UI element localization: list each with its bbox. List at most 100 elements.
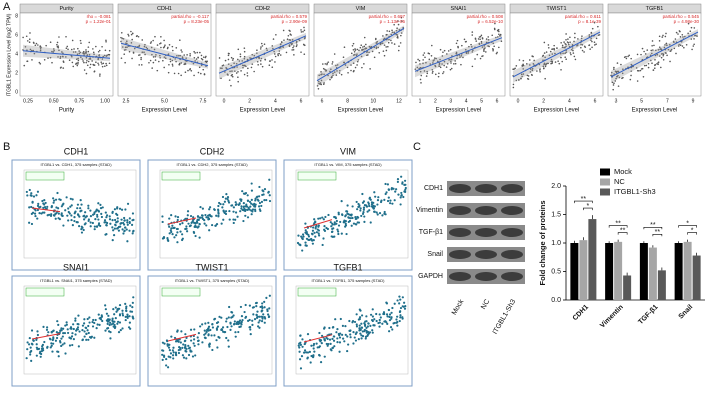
scatter-dot (329, 221, 332, 224)
scatter-dot (218, 57, 221, 59)
scatter-dot (630, 57, 632, 60)
scatter-dot (228, 209, 231, 213)
scatter-dot (38, 206, 41, 209)
scatter-dot (322, 63, 324, 65)
scatter-dot (205, 224, 208, 227)
scatter-dot (357, 221, 361, 224)
scatter-dot (286, 38, 289, 41)
scatter-dot (658, 55, 661, 57)
scatter-dot (246, 74, 249, 77)
scatter-dot (121, 309, 124, 312)
scatter-dot (515, 65, 518, 67)
scatter-dot (461, 44, 463, 47)
scatter-dot (230, 74, 233, 77)
scatter-dot (221, 195, 225, 199)
scatter-dot (261, 65, 264, 68)
scatter-dot (88, 335, 92, 339)
scatter-dot (367, 202, 370, 206)
scatter-dot (106, 322, 109, 326)
scatter-dot (355, 313, 358, 316)
scatter-dot (102, 55, 105, 58)
scatter-dot (636, 53, 639, 56)
scatter-dot (382, 50, 385, 52)
scatter-dot (319, 82, 322, 84)
scatter-dot (85, 56, 88, 59)
scatter-dot (572, 52, 575, 54)
scatter-dot (437, 75, 440, 78)
scatter-dot (319, 361, 323, 364)
scatter-dot (107, 314, 110, 317)
y-tick-label: 1.5 (551, 211, 561, 218)
scatter-dot (491, 34, 494, 37)
scatter-dot (189, 68, 192, 70)
scatter-dot (304, 222, 307, 225)
scatter-dot (431, 72, 434, 74)
scatter-dot (520, 77, 522, 80)
scatter-dot (311, 356, 315, 359)
regression-line (31, 207, 61, 213)
scatter-dot (31, 200, 34, 203)
scatter-dot (153, 48, 156, 51)
scatter-dot (262, 190, 265, 193)
scatter-dot (255, 313, 258, 316)
scatter-dot (78, 50, 80, 52)
scatter-dot (288, 45, 291, 48)
scatter-dot (69, 197, 72, 200)
scatter-dot (393, 321, 396, 325)
scatter-dot (373, 205, 376, 208)
scatter-dot (310, 354, 313, 358)
scatter-dot (65, 196, 68, 199)
scatter-dot (500, 40, 503, 43)
scatter-dot (256, 52, 258, 54)
scatter-dot (217, 215, 220, 218)
scatter-dot (329, 70, 331, 73)
stat-text: p = 2.90e-09 (282, 19, 308, 24)
scatter-dot (234, 211, 238, 214)
x-tick-label: 8 (346, 98, 349, 104)
scatter-dot (189, 53, 191, 55)
scatter-dot (295, 42, 298, 44)
scatter-dot (161, 358, 164, 361)
scatter-dot (498, 33, 500, 36)
scatter-dot (61, 335, 64, 338)
scatter-dot (246, 208, 249, 211)
scatter-dot (303, 349, 307, 352)
scatter-dot (332, 339, 336, 342)
scatter-dot (319, 217, 322, 220)
blot-band (475, 206, 497, 215)
scatter-dot (124, 61, 126, 64)
scatter-dot (220, 316, 223, 319)
scatter-dot (554, 52, 556, 55)
scatter-dot (381, 42, 384, 44)
scatter-dot (59, 57, 62, 59)
scatter-dot (248, 318, 251, 322)
scatter-dot (443, 64, 445, 67)
scatter-dot (620, 63, 622, 66)
scatter-dot (528, 59, 531, 61)
plot-title: TWIST1 (196, 262, 229, 272)
scatter-dot (181, 57, 184, 59)
scatter-dot (455, 42, 458, 45)
scatter-dot (362, 200, 366, 203)
scatter-dot (375, 42, 378, 44)
scatter-dot (360, 322, 363, 325)
plot-subtitle: ITGBL1 vs. VIM, 375 samples (STAD) (314, 162, 382, 167)
scatter-dot (85, 52, 87, 55)
scatter-dot (479, 38, 481, 41)
scatter-dot (457, 46, 459, 49)
scatter-dot (331, 63, 334, 65)
bar (614, 241, 623, 300)
legend-box (25, 171, 65, 181)
scatter-dot (26, 194, 29, 197)
scatter-dot (125, 307, 128, 310)
scatter-dot (388, 202, 392, 205)
scatter-dot (474, 38, 477, 40)
scatter-dot (291, 49, 293, 51)
scatter-dot (449, 68, 452, 71)
scatter-dot (308, 238, 311, 242)
scatter-dot (196, 215, 200, 218)
scatter-dot (369, 68, 371, 70)
scatter-dot (267, 313, 270, 316)
scatter-dot (352, 222, 356, 225)
scatter-dot (159, 56, 161, 59)
